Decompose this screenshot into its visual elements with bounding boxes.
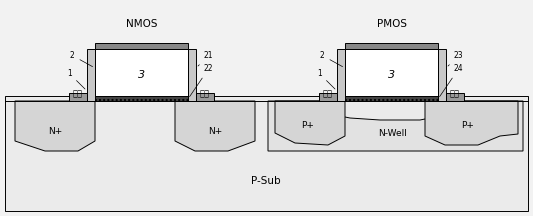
Text: 漏极: 漏极 <box>200 89 210 98</box>
Polygon shape <box>425 101 518 145</box>
Text: 源极: 源极 <box>73 89 83 98</box>
Bar <box>345 49 438 96</box>
Text: P+: P+ <box>462 121 474 130</box>
Bar <box>438 49 446 101</box>
Text: 2: 2 <box>70 51 93 67</box>
Bar <box>87 49 95 101</box>
Bar <box>446 93 464 101</box>
Text: 1: 1 <box>317 69 335 89</box>
Bar <box>345 43 438 49</box>
Bar <box>337 49 345 101</box>
Bar <box>95 43 188 49</box>
Polygon shape <box>268 101 523 151</box>
Bar <box>196 93 214 101</box>
Text: NMOS: NMOS <box>126 19 157 29</box>
Bar <box>95 96 188 101</box>
Bar <box>95 49 188 96</box>
Text: PMOS: PMOS <box>376 19 407 29</box>
Text: 21: 21 <box>198 51 214 66</box>
Text: 24: 24 <box>440 64 464 97</box>
Bar <box>5 96 528 211</box>
Text: 漏极: 漏极 <box>450 89 460 98</box>
Polygon shape <box>275 101 345 145</box>
Text: N+: N+ <box>48 127 62 135</box>
Text: 源极: 源极 <box>323 89 333 98</box>
Text: P+: P+ <box>302 121 314 130</box>
Text: 22: 22 <box>190 64 214 97</box>
Bar <box>69 93 87 101</box>
Polygon shape <box>175 101 255 151</box>
Bar <box>188 49 196 101</box>
Text: 3: 3 <box>388 70 395 80</box>
Text: 2: 2 <box>320 51 343 67</box>
Text: P-Sub: P-Sub <box>251 176 281 186</box>
Text: 3: 3 <box>138 70 145 80</box>
Text: 23: 23 <box>448 51 464 66</box>
Text: N-Well: N-Well <box>378 130 407 138</box>
Bar <box>345 96 438 101</box>
Bar <box>319 93 337 101</box>
Text: 1: 1 <box>67 69 85 89</box>
Text: N+: N+ <box>208 127 222 135</box>
Polygon shape <box>15 101 95 151</box>
